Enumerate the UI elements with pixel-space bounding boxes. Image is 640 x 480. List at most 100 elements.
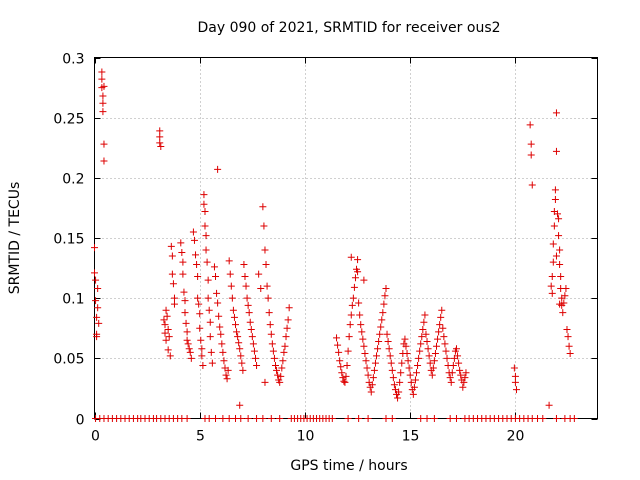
data-point: [218, 340, 226, 348]
data-point: [557, 273, 565, 281]
data-point: [163, 312, 171, 320]
data-point: [459, 383, 467, 391]
data-point: [206, 333, 214, 341]
data-point: [405, 364, 413, 372]
data-point: [527, 140, 535, 148]
data-point: [228, 294, 236, 302]
data-point: [244, 415, 252, 422]
data-point: [241, 273, 249, 281]
data-point: [337, 363, 345, 371]
data-point: [565, 342, 573, 350]
data-point: [394, 394, 402, 402]
data-point: [510, 364, 518, 372]
data-point: [240, 260, 248, 268]
data-point: [259, 415, 267, 422]
data-point: [179, 258, 187, 266]
data-point: [226, 270, 234, 278]
data-point: [364, 371, 372, 379]
data-point: [249, 340, 257, 348]
data-point: [566, 350, 574, 358]
x-axis-label: GPS time / hours: [290, 458, 407, 474]
data-point: [259, 203, 267, 211]
data-point: [354, 256, 362, 264]
data-point: [431, 350, 439, 358]
data-point: [526, 121, 534, 129]
data-point: [414, 362, 422, 370]
data-point: [528, 181, 536, 189]
data-point: [559, 309, 567, 317]
data-point: [555, 232, 563, 240]
data-point: [340, 377, 348, 385]
data-point: [164, 346, 172, 354]
data-point: [363, 364, 371, 372]
data-point: [549, 258, 557, 266]
data-point: [276, 415, 284, 422]
data-point: [214, 165, 222, 173]
data-point: [91, 269, 98, 277]
data-point: [439, 324, 447, 332]
y-tick-label: 0.2: [62, 172, 84, 188]
data-point: [440, 333, 448, 341]
data-point: [419, 325, 427, 333]
data-point: [179, 270, 187, 278]
data-point: [200, 200, 208, 208]
x-tick-label: 0: [91, 429, 100, 445]
data-point: [277, 372, 285, 380]
axis-ticks: [94, 57, 598, 420]
data-point: [432, 342, 440, 350]
y-tick-label: 0.15: [53, 232, 84, 248]
data-point: [162, 306, 170, 314]
data-point: [181, 297, 189, 305]
data-point: [387, 359, 395, 367]
data-point: [185, 345, 193, 353]
chart-title: Day 090 of 2021, SRMTID for receiver ous…: [197, 20, 500, 36]
data-point: [177, 239, 185, 247]
data-point: [428, 371, 436, 379]
data-point: [182, 319, 190, 327]
data-point: [424, 345, 432, 353]
data-point: [562, 285, 570, 293]
data-point: [224, 366, 232, 374]
data-point: [214, 299, 222, 307]
data-point: [555, 215, 563, 223]
data-point: [369, 374, 377, 382]
data-point: [220, 357, 228, 365]
data-point: [237, 415, 245, 422]
data-point: [362, 357, 370, 365]
data-point: [210, 263, 218, 271]
data-point: [194, 294, 202, 302]
data-point: [426, 359, 434, 367]
data-point: [164, 325, 172, 333]
data-point: [350, 283, 358, 291]
data-point: [377, 323, 385, 331]
x-tick-label: 20: [507, 429, 525, 445]
data-point: [416, 347, 424, 355]
data-point: [334, 341, 342, 349]
data-point: [462, 369, 470, 377]
data-point: [239, 366, 247, 374]
data-point: [197, 336, 205, 344]
data-point: [402, 342, 410, 350]
data-point: [178, 248, 186, 256]
data-point: [561, 292, 569, 300]
data-point: [156, 139, 164, 147]
data-point: [219, 415, 227, 422]
data-point: [201, 222, 209, 230]
data-point: [213, 289, 221, 297]
data-point: [196, 324, 204, 332]
data-point: [264, 294, 272, 302]
data-point: [435, 328, 443, 336]
data-point: [193, 260, 201, 268]
data-point: [237, 352, 245, 360]
data-point: [389, 374, 397, 382]
data-point: [93, 333, 101, 341]
data-point: [386, 352, 394, 360]
data-point: [199, 362, 207, 370]
x-tick-labels: 0 5 10 15 20: [91, 429, 524, 445]
data-point: [183, 336, 191, 344]
data-point: [455, 359, 463, 367]
data-point: [380, 300, 388, 308]
data-point: [198, 352, 206, 360]
data-point: [160, 316, 168, 324]
data-point: [169, 280, 177, 288]
